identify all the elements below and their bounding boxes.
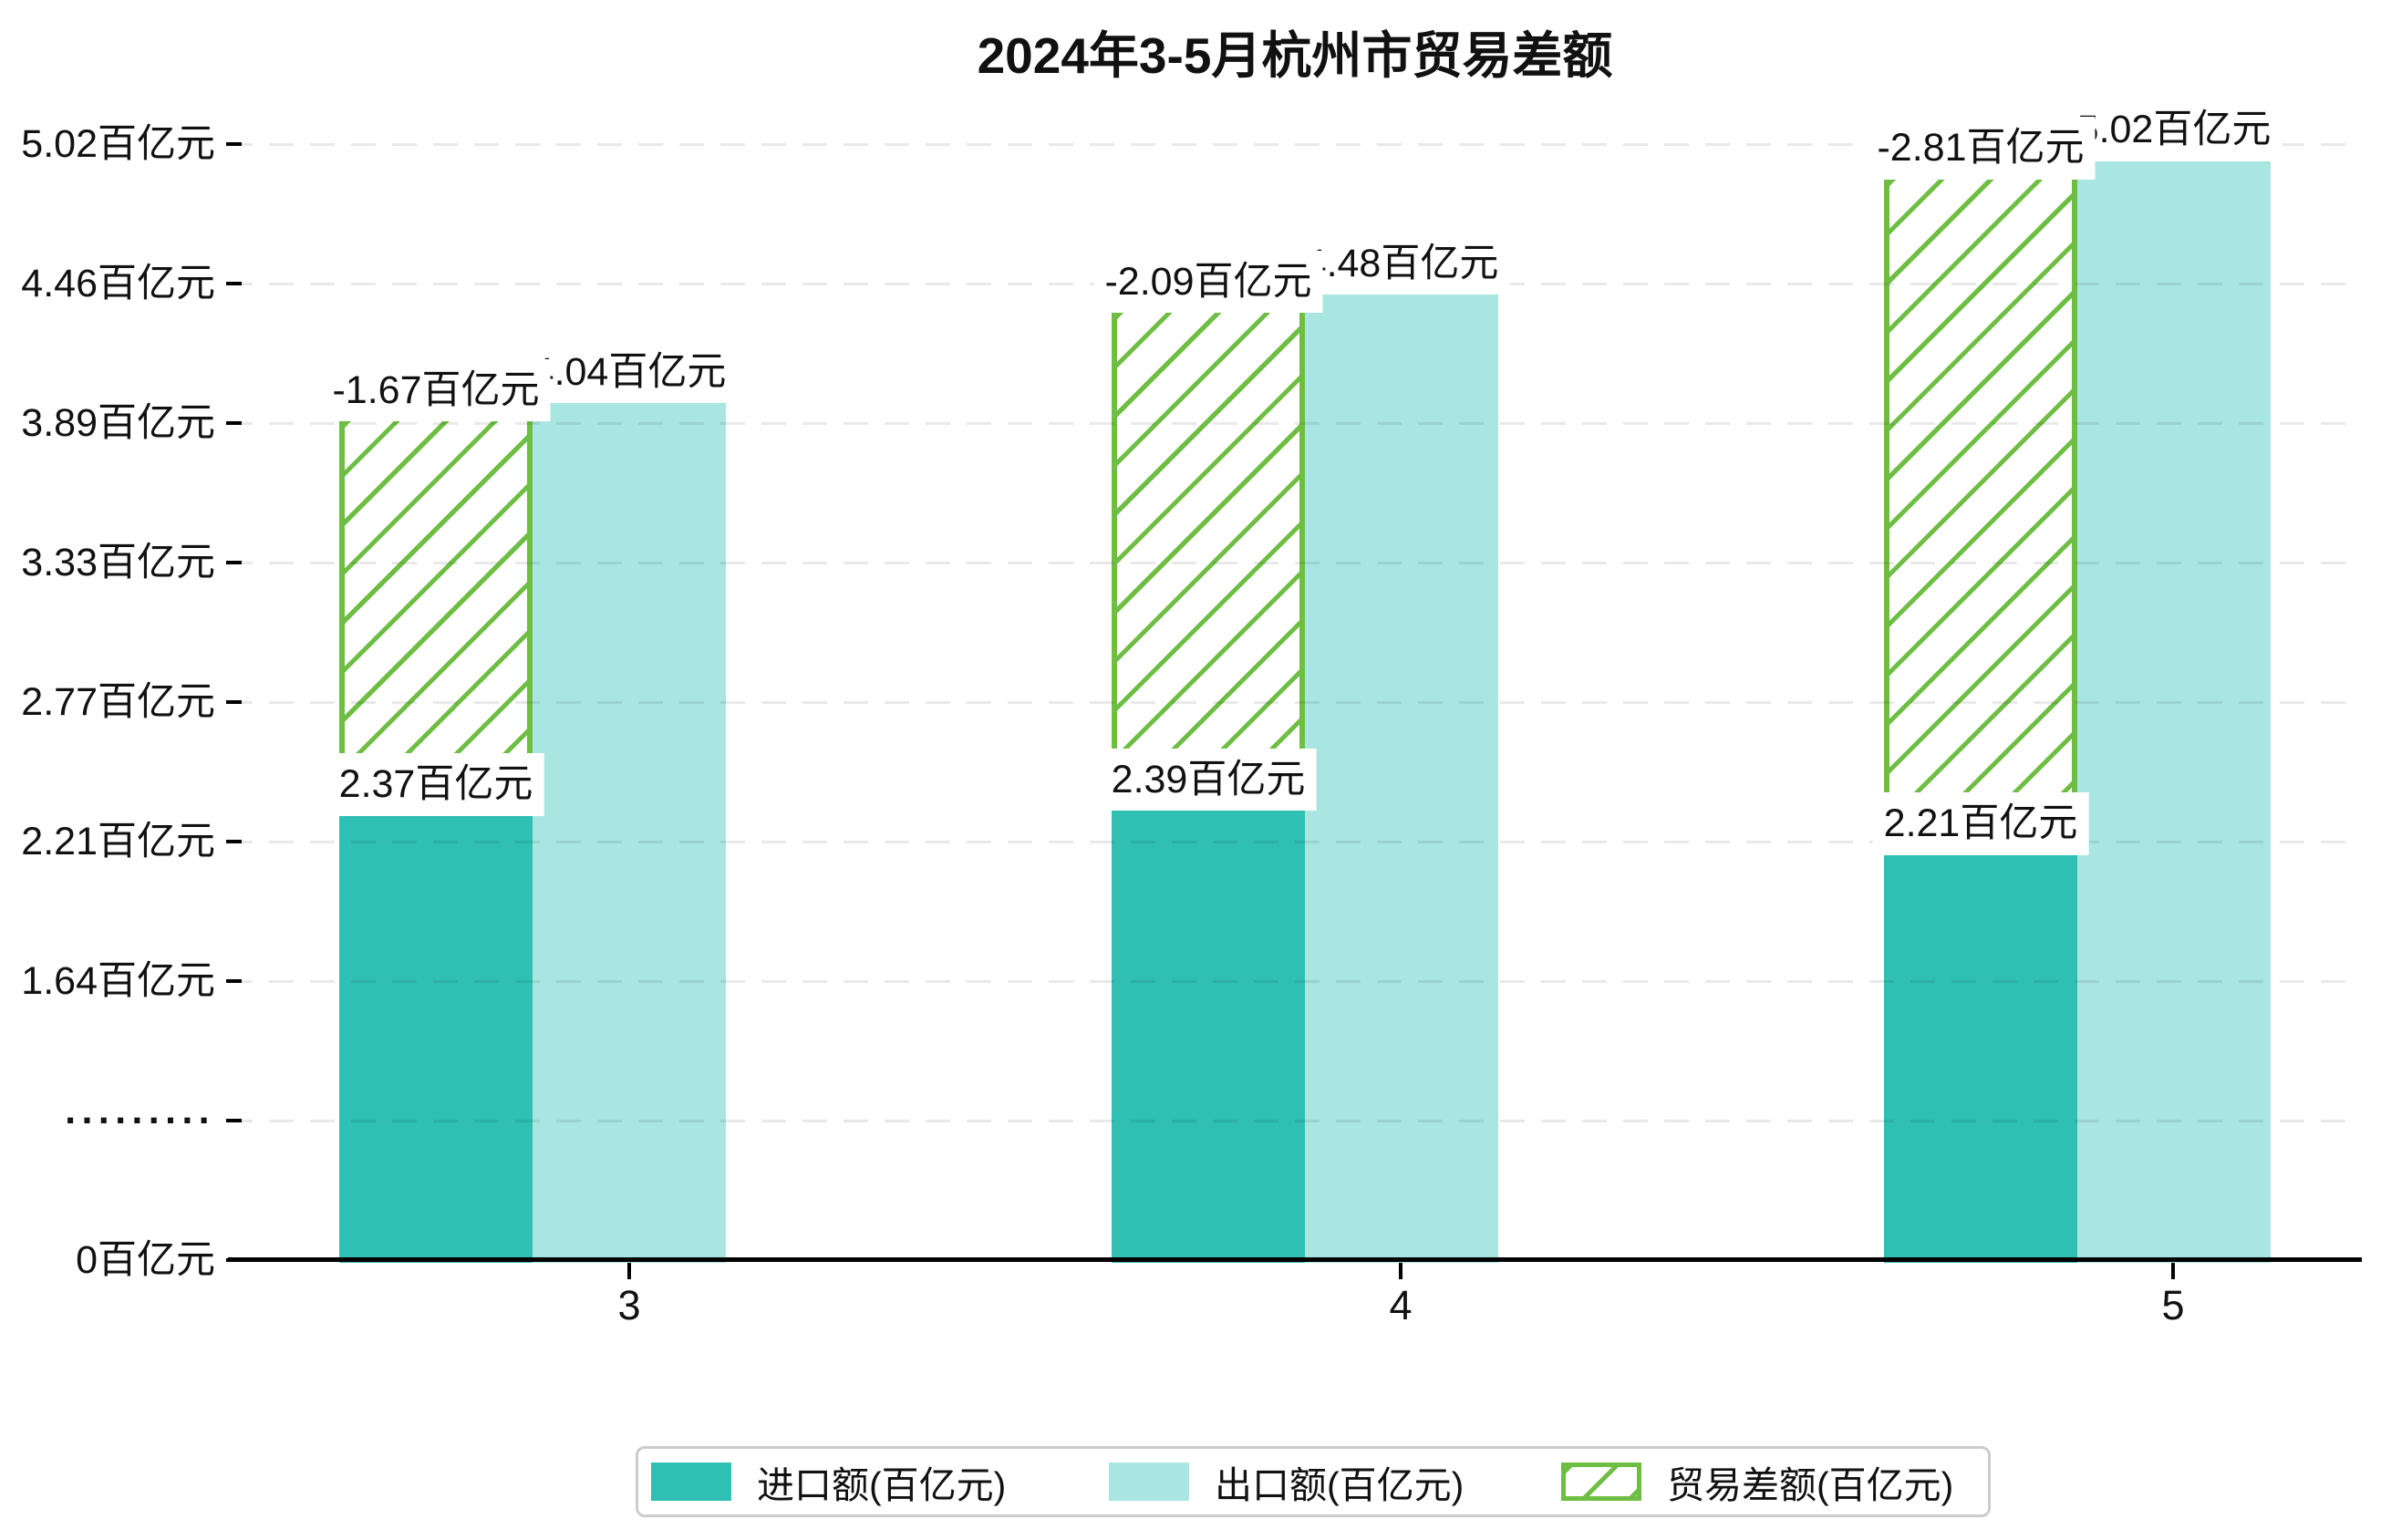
- y-axis-label: ·········: [65, 1099, 215, 1142]
- import-swatch-icon: [651, 1462, 731, 1501]
- y-tick-mark: [226, 142, 242, 146]
- x-tick-mark: [2171, 1263, 2175, 1279]
- chart-title: 2024年3-5月杭州市贸易差额: [977, 27, 1613, 84]
- gridline: [228, 980, 2362, 983]
- bar-trade-balance-month-4: [1112, 313, 1305, 811]
- data-label-balance-month-4: -2.09百亿元: [1093, 250, 1323, 314]
- x-tick-mark: [627, 1263, 631, 1279]
- export-swatch-icon: [1109, 1462, 1189, 1501]
- bar-export-month-4: [1305, 295, 1498, 1263]
- bar-export-month-3: [533, 403, 726, 1263]
- gridline: [228, 1120, 2362, 1122]
- y-axis-label: 3.89百亿元: [21, 401, 215, 445]
- y-axis-label: 5.02百亿元: [21, 122, 215, 166]
- bar-import-month-5: [1884, 854, 2077, 1263]
- y-tick-mark: [226, 979, 242, 983]
- legend-label-balance: 贸易差额(百亿元): [1667, 1464, 1954, 1506]
- y-tick-mark: [226, 561, 242, 564]
- gridline: [228, 143, 2362, 146]
- gridline: [228, 701, 2362, 704]
- y-axis-label: 1.64百亿元: [21, 959, 215, 1003]
- x-axis-label: 4: [1389, 1282, 1413, 1328]
- data-label-export-month-3: 4.04百亿元: [521, 340, 738, 404]
- y-tick-mark: [226, 421, 242, 425]
- gridline: [228, 562, 2362, 564]
- x-axis-label: 5: [2161, 1282, 2185, 1328]
- y-axis-label: 3.33百亿元: [21, 541, 215, 584]
- y-axis-label: 2.21百亿元: [21, 820, 215, 863]
- data-label-import-month-4: 2.39百亿元: [1100, 748, 1317, 811]
- legend-label-import: 进口额(百亿元): [757, 1464, 1007, 1506]
- legend-item-import: 进口额(百亿元): [651, 1449, 1006, 1514]
- y-axis-label: 0百亿元: [76, 1238, 215, 1282]
- x-axis-label: 3: [617, 1282, 641, 1328]
- y-tick-mark: [226, 1119, 242, 1122]
- legend-item-export: 出口额(百亿元): [1109, 1449, 1464, 1514]
- bar-trade-balance-month-3: [339, 421, 533, 816]
- y-tick-mark: [226, 700, 242, 704]
- data-label-export-month-5: 5.02百亿元: [2065, 98, 2282, 162]
- x-axis-line: [228, 1257, 2362, 1262]
- bar-import-month-4: [1112, 811, 1305, 1263]
- y-tick-mark: [226, 840, 242, 843]
- data-label-import-month-5: 2.21百亿元: [1872, 792, 2089, 855]
- legend-label-export: 出口额(百亿元): [1215, 1464, 1465, 1506]
- gridline: [228, 422, 2362, 425]
- x-tick-mark: [1399, 1263, 1403, 1279]
- data-label-export-month-4: 4.48百亿元: [1293, 232, 1510, 295]
- data-label-balance-month-5: -2.81百亿元: [1866, 117, 2096, 181]
- data-label-import-month-3: 2.37百亿元: [327, 752, 544, 816]
- bar-trade-balance-month-5: [1884, 180, 2077, 855]
- y-tick-mark: [226, 282, 242, 285]
- y-axis-label: 2.77百亿元: [21, 680, 215, 724]
- y-axis-label: 4.46百亿元: [21, 262, 215, 305]
- bar-export-month-5: [2077, 161, 2271, 1263]
- chart-legend: 进口额(百亿元) 出口额(百亿元) 贸易差额(百亿元): [636, 1446, 1991, 1517]
- bar-import-month-3: [339, 815, 533, 1263]
- gridline: [228, 841, 2362, 843]
- legend-item-balance: 贸易差额(百亿元): [1561, 1449, 1953, 1514]
- data-label-balance-month-3: -1.67百亿元: [321, 358, 551, 422]
- balance-hatch-swatch-icon: [1561, 1462, 1641, 1501]
